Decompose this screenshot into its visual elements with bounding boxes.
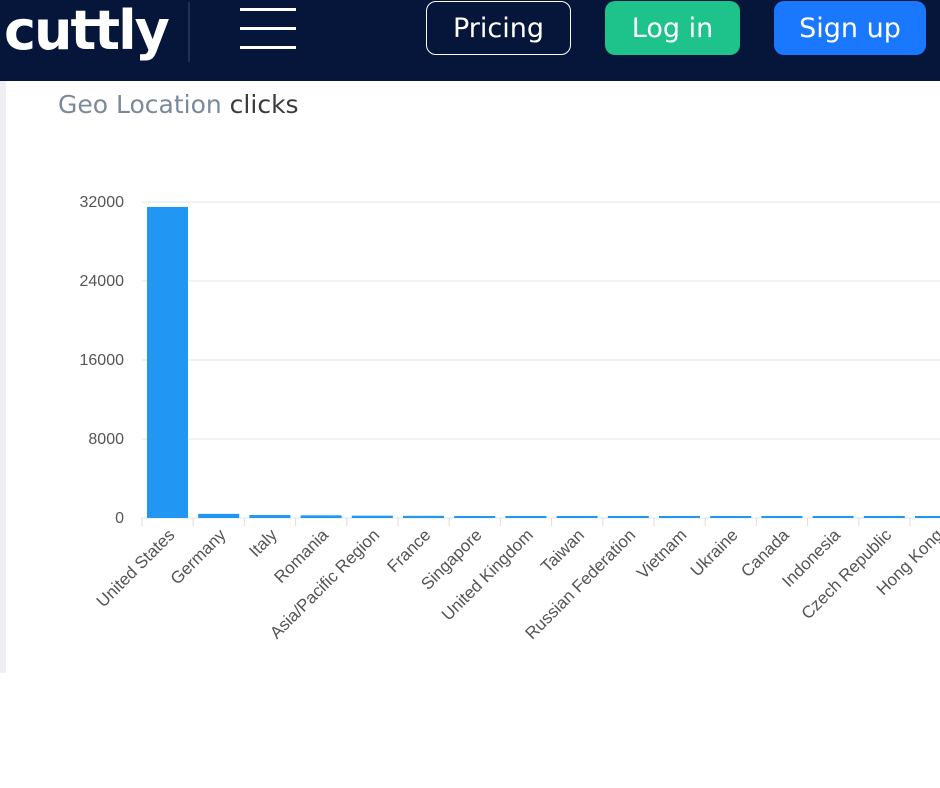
x-tick-label: United States [93,525,179,611]
bar-indonesia [812,516,854,518]
y-tick-label: 32000 [80,194,125,211]
y-tick-label: 0 [115,510,124,527]
bar-asia-pacific-region [351,515,393,518]
bar-germany [198,513,240,518]
x-tick-label: Italy [245,525,281,561]
login-button[interactable]: Log in [605,1,740,55]
bar-united-states [147,206,188,518]
section-title-rest: clicks [221,90,299,119]
y-tick-label: 16000 [80,352,125,369]
bar-singapore [454,516,496,518]
x-tick-label: Ukraine [687,525,742,580]
bar-czech-republic [863,516,905,518]
geo-location-bar-chart: 0 8000 16000 24000 32000 United StatesGermany… [80,194,940,643]
bar-russian-federation [607,516,649,518]
bar-united-kingdom [505,516,547,518]
panel-border [0,81,6,673]
hamburger-menu-icon[interactable] [238,8,298,50]
x-tick-label: France [384,525,435,576]
nav-divider [188,2,190,62]
bar-france [403,515,444,518]
y-tick-label: 24000 [80,273,125,290]
bar-hong-kong [915,516,940,518]
bar-vietnam [659,516,700,518]
x-tick-label: Germany [167,525,230,588]
x-tick-label: United Kingdom [438,525,537,624]
bar-taiwan [556,516,598,518]
x-tick-label: Czech Republic [798,525,896,623]
bar-italy [249,515,291,518]
bar-canada [761,516,803,518]
top-navigation-bar: cuttly Pricing Log in Sign up [0,0,940,81]
bar-romania [300,515,342,518]
bar-ukraine [710,516,752,518]
section-title: Geo Location clicks [58,90,299,119]
pricing-button[interactable]: Pricing [426,1,571,55]
y-tick-label: 8000 [88,431,124,448]
signup-button[interactable]: Sign up [774,1,926,55]
x-tick-label: Vietnam [633,525,690,582]
x-tick-label: Taiwan [537,525,588,576]
cuttly-logo[interactable]: cuttly [4,0,170,62]
section-title-accent: Geo Location [58,90,222,119]
